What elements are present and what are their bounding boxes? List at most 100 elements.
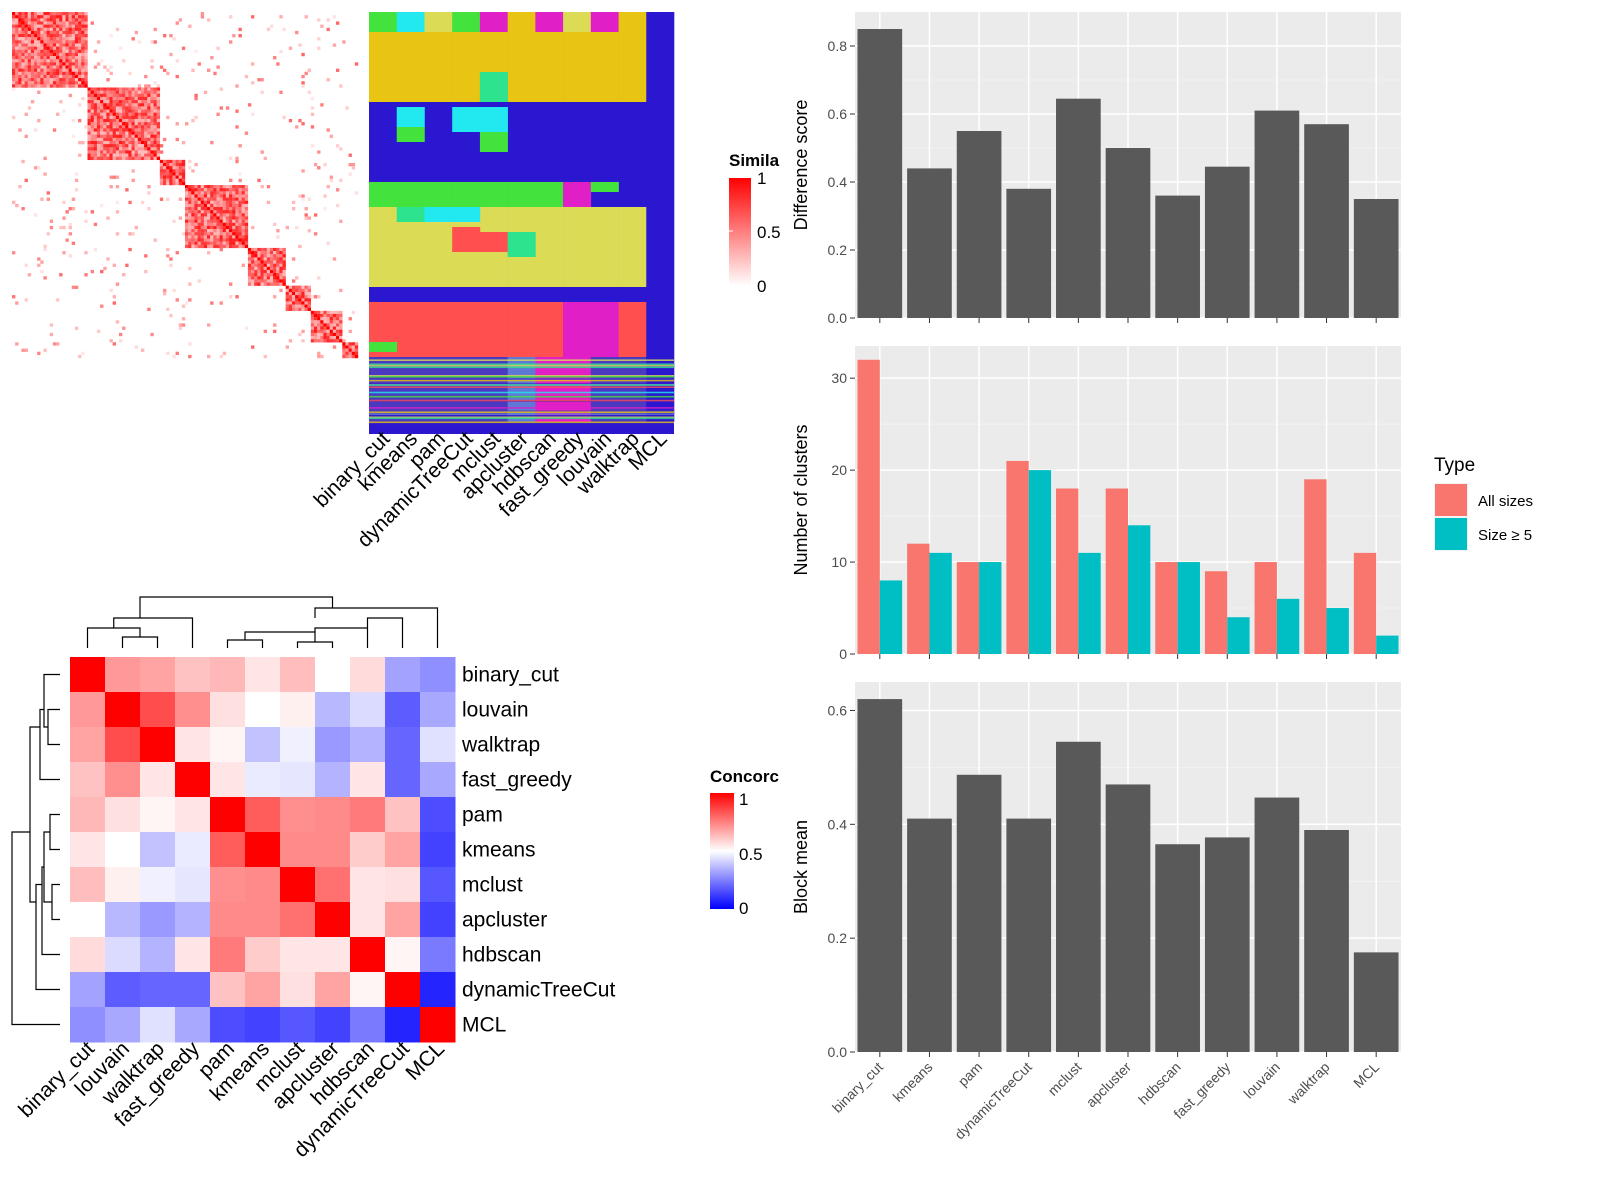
concordance-cell [175, 657, 211, 693]
similarity-cell [78, 118, 82, 123]
similarity-cell [84, 15, 88, 19]
similarity-cell [210, 210, 214, 214]
similarity-cell [225, 232, 230, 236]
similarity-cell [137, 137, 142, 142]
similarity-cell [140, 131, 145, 135]
similarity-cell [106, 122, 110, 126]
concordance-cell [175, 727, 211, 763]
similarity-cell [52, 342, 57, 346]
similarity-cell [46, 30, 50, 35]
similarity-cell [125, 118, 129, 123]
similarity-cell [40, 197, 44, 201]
similarity-cell [27, 65, 32, 69]
concordance-cell [350, 762, 386, 798]
similarity-cell [15, 43, 19, 47]
similarity-cell [235, 241, 239, 245]
similarity-cell [166, 166, 170, 170]
similarity-cell [241, 241, 245, 245]
similarity-cell [144, 128, 148, 132]
similarity-cell [30, 71, 35, 76]
similarity-cell [150, 137, 154, 142]
similarity-cell [52, 71, 57, 76]
similarity-cell [178, 326, 183, 330]
similarity-cell [329, 332, 334, 337]
similarity-cell [122, 273, 126, 277]
similarity-cell [71, 207, 76, 211]
similarity-cell [232, 185, 236, 189]
similarity-cell [310, 317, 315, 321]
similarity-cell [219, 241, 223, 245]
similarity-cell [232, 200, 236, 205]
similarity-cell [254, 276, 258, 280]
similarity-cell [68, 207, 72, 211]
similarity-cell [93, 118, 98, 123]
similarity-cell [131, 131, 135, 135]
similarity-cell [301, 122, 305, 126]
similarity-cell [128, 106, 132, 110]
similarity-cell [276, 251, 280, 255]
similarity-cell [128, 147, 132, 151]
similarity-cell [156, 144, 161, 148]
similarity-cell [90, 128, 94, 132]
similarity-cell [12, 18, 16, 22]
similarity-cell [304, 295, 308, 299]
similarity-cell [229, 222, 233, 227]
similarity-cell [285, 345, 289, 349]
similarity-cell [56, 46, 60, 50]
similarity-cell [24, 12, 28, 16]
similarity-cell [156, 156, 161, 161]
similarity-cell [207, 323, 211, 327]
concordance-cell [175, 762, 211, 798]
membership-stripe [369, 417, 674, 420]
similarity-cell [34, 62, 38, 66]
y-tick-label: 10 [831, 554, 847, 570]
similarity-cell [348, 348, 352, 352]
similarity-cell [24, 56, 28, 60]
concordance-cell [420, 797, 456, 833]
similarity-cell [62, 52, 66, 57]
similarity-cell [298, 332, 302, 337]
similarity-cell [87, 134, 91, 139]
concordance-row-label: hdbscan [462, 944, 541, 967]
similarity-cell [134, 112, 139, 116]
bar [1204, 837, 1250, 1052]
similarity-cell [313, 313, 318, 318]
similarity-cell [156, 103, 161, 107]
similarity-cell [103, 87, 107, 91]
similarity-cell [166, 181, 170, 186]
similarity-cell [244, 185, 249, 189]
similarity-cell [140, 140, 145, 145]
similarity-cell [175, 251, 179, 255]
similarity-cell [30, 37, 35, 41]
similarity-cell [52, 24, 57, 28]
similarity-cell [87, 147, 91, 151]
similarity-cell [52, 34, 57, 38]
similarity-cell [134, 106, 139, 110]
similarity-cell [106, 153, 110, 157]
similarity-cell [166, 71, 170, 76]
similarity-cell [216, 185, 220, 189]
concordance-column-label: MCL [401, 1037, 449, 1085]
similarity-cell [273, 273, 277, 277]
similarity-cell [56, 52, 60, 57]
similarity-cell [169, 52, 173, 57]
similarity-cell [229, 156, 233, 161]
concordance-cell [350, 937, 386, 973]
similarity-cell [203, 210, 208, 214]
bar [907, 818, 952, 1052]
concordance-cell [420, 692, 456, 728]
similarity-cell [52, 27, 57, 32]
similarity-cell [100, 269, 104, 274]
similarity-cell [172, 288, 176, 293]
similarity-cell [285, 288, 289, 293]
similarity-cell [339, 335, 343, 340]
similarity-cell [84, 40, 88, 44]
similarity-cell [106, 109, 110, 113]
similarity-cell [213, 238, 217, 242]
similarity-cell [335, 188, 340, 192]
similarity-cell [210, 244, 214, 249]
similarity-cell [37, 12, 41, 16]
similarity-cell [140, 90, 145, 94]
similarity-cell [191, 118, 195, 123]
similarity-cell [106, 125, 110, 129]
